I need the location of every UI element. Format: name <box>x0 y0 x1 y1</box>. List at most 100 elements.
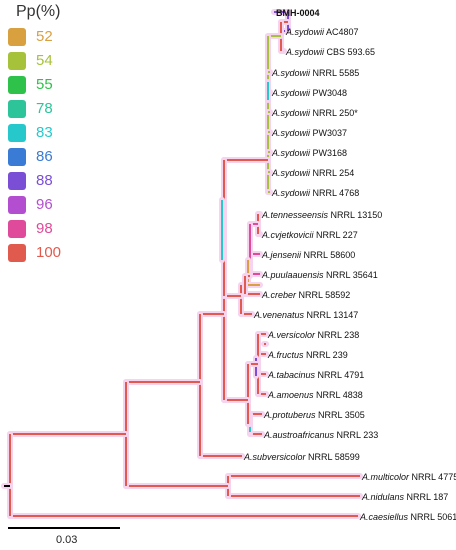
tip-genus: A.fructus <box>267 350 304 360</box>
legend-title: Pp(%) <box>16 3 61 20</box>
tip-label: A.sydowii CBS 593.65 <box>285 47 375 57</box>
tip-label: A.sydowii PW3168 <box>271 148 347 158</box>
legend-swatch <box>8 28 26 46</box>
tip-strain: NRRL 58599 <box>306 452 360 462</box>
scale-bar-label: 0.03 <box>56 534 78 546</box>
tip-genus: A.puulaauensis <box>261 270 324 280</box>
tip-strain: NRRL 4791 <box>315 370 364 380</box>
legend-item: 83 <box>8 122 118 144</box>
tip-genus: A.subversicolor <box>243 452 307 462</box>
tip-label: A.austroafricanus NRRL 233 <box>263 430 378 440</box>
tip-genus: A.versicolor <box>267 330 316 340</box>
tip-strain: NRRL 254 <box>310 168 354 178</box>
legend-swatch <box>8 100 26 118</box>
legend-swatch <box>8 124 26 142</box>
tip-genus: A.sydowii <box>271 128 311 138</box>
tip-label: A.jensenii NRRL 58600 <box>261 250 355 260</box>
tip-label: A.venenatus NRRL 13147 <box>253 310 358 320</box>
legend-swatch <box>8 220 26 238</box>
tip-genus: A.sydowii <box>271 88 311 98</box>
tip-strain: NRRL 4838 <box>314 390 363 400</box>
tip-strain: NRRL 5585 <box>310 68 359 78</box>
tip-label: A.protuberus NRRL 3505 <box>263 410 365 420</box>
tip-strain: NRRL 3505 <box>316 410 365 420</box>
tip-genus: A.tabacinus <box>267 370 316 380</box>
tip-strain: PW3037 <box>310 128 347 138</box>
tip-strain: AC4807 <box>324 27 359 37</box>
tip-genus: A.multicolor <box>361 472 410 482</box>
tip-genus: A.creber <box>261 290 297 300</box>
tree-branches <box>1 9 363 519</box>
tip-label: A.sydowii NRRL 4768 <box>271 188 359 198</box>
support-legend: Pp(%) 52 54 55 78 83 86 88 96 98 100 <box>0 0 120 270</box>
legend-label: 52 <box>36 28 53 45</box>
legend-item: 54 <box>8 50 118 72</box>
legend-label: 55 <box>36 76 53 93</box>
tip-genus: A.nidulans <box>361 492 405 502</box>
tip-genus: A.sydowii <box>271 148 311 158</box>
legend-swatch <box>8 196 26 214</box>
legend-item: 78 <box>8 98 118 120</box>
tip-genus: A.cvjetkovicii <box>261 230 315 240</box>
tip-strain: CBS 593.65 <box>324 47 375 57</box>
tip-genus: A.sydowii <box>271 108 311 118</box>
legend-label: 83 <box>36 124 53 141</box>
tip-label: A.sydowii AC4807 <box>285 27 359 37</box>
tip-genus: A.sydowii <box>271 188 311 198</box>
tip-label: A.amoenus NRRL 4838 <box>267 390 363 400</box>
tip-label: A.sydowii NRRL 250* <box>271 108 358 118</box>
tip-strain: NRRL 35641 <box>324 270 378 280</box>
legend-label: 86 <box>36 148 53 165</box>
tip-label: A.cvjetkovicii NRRL 227 <box>261 230 358 240</box>
tip-genus: A.tennesseensis <box>261 210 329 220</box>
legend-item: 55 <box>8 74 118 96</box>
tip-genus: A.sydowii <box>271 168 311 178</box>
tip-genus: A.jensenii <box>261 250 302 260</box>
legend-label: 96 <box>36 196 53 213</box>
tip-genus: A.sydowii <box>285 27 325 37</box>
tip-strain: NRRL 239 <box>304 350 348 360</box>
legend-item: 52 <box>8 26 118 48</box>
tip-label: A.fructus NRRL 239 <box>267 350 348 360</box>
tip-label: A.sydowii PW3048 <box>271 88 347 98</box>
tip-label: A.puulaauensis NRRL 35641 <box>261 270 378 280</box>
tip-strain: NRRL 58600 <box>301 250 355 260</box>
tip-label: A.creber NRRL 58592 <box>261 290 350 300</box>
tip-strain: PW3048 <box>310 88 347 98</box>
tip-label: A.tabacinus NRRL 4791 <box>267 370 364 380</box>
legend-item: 86 <box>8 146 118 168</box>
tip-strain: NRRL 238 <box>315 330 359 340</box>
legend-item: 100 <box>8 242 118 264</box>
tip-genus: A.amoenus <box>267 390 314 400</box>
tip-genus: A.austroafricanus <box>263 430 335 440</box>
tip-genus: A.venenatus <box>253 310 305 320</box>
tip-strain: NRRL 227 <box>314 230 358 240</box>
legend-label: 98 <box>36 220 53 237</box>
tip-label: A.sydowii NRRL 5585 <box>271 68 359 78</box>
legend-label: 100 <box>36 244 62 261</box>
tip-label: A.sydowii NRRL 254 <box>271 168 354 178</box>
legend-item: 96 <box>8 194 118 216</box>
tip-label: A.tennesseensis NRRL 13150 <box>261 210 382 220</box>
tip-label: A.caesiellus NRRL 5061 <box>359 512 456 522</box>
tip-strain: PW3168 <box>310 148 347 158</box>
legend-item: 88 <box>8 170 118 192</box>
tip-label: A.nidulans NRRL 187 <box>361 492 448 502</box>
legend-label: 54 <box>36 52 53 69</box>
tip-genus: A.caesiellus <box>359 512 409 522</box>
legend-item: 98 <box>8 218 118 240</box>
tip-strain: NRRL 58592 <box>296 290 350 300</box>
tip-genus: A.protuberus <box>263 410 316 420</box>
tip-label: A.sydowii PW3037 <box>271 128 347 138</box>
tip-genus: A.sydowii <box>285 47 325 57</box>
tip-label: A.multicolor NRRL 4775 <box>361 472 456 482</box>
tip-genus: A.sydowii <box>271 68 311 78</box>
legend-label: 78 <box>36 100 53 117</box>
tip-strain: NRRL 233 <box>334 430 378 440</box>
tip-strain: NRRL 13150 <box>328 210 382 220</box>
tip-strain: NRRL 13147 <box>304 310 358 320</box>
tip-strain: NRRL 4775 <box>409 472 456 482</box>
tip-label: A.versicolor NRRL 238 <box>267 330 359 340</box>
